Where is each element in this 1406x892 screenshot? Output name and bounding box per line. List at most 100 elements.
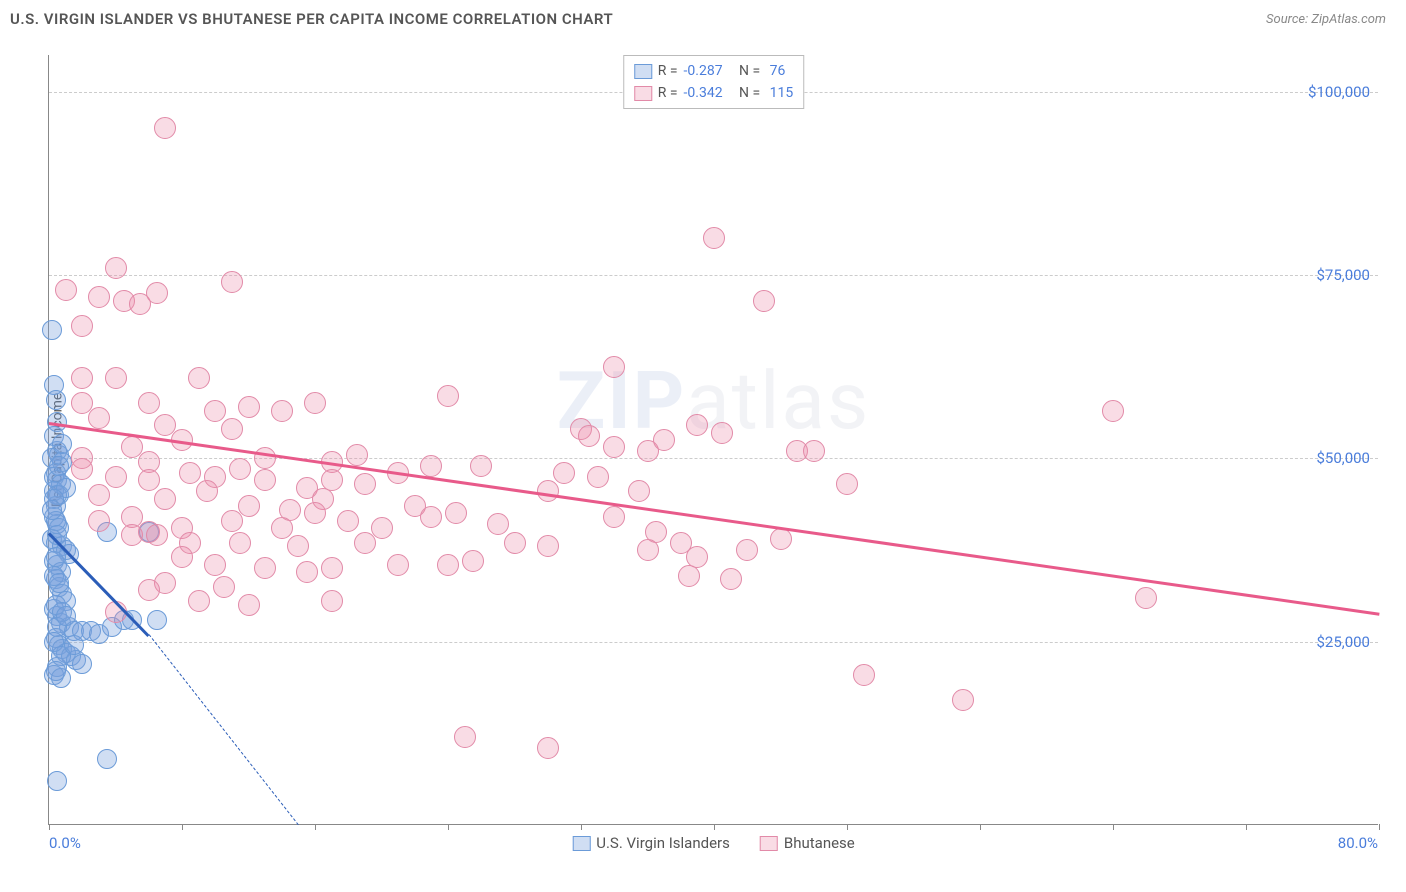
data-point (853, 664, 875, 686)
data-point (71, 367, 93, 389)
data-point (952, 689, 974, 711)
data-point (1102, 400, 1124, 422)
data-point (437, 554, 459, 576)
data-point (221, 418, 243, 440)
data-point (271, 400, 293, 422)
data-point (138, 579, 160, 601)
data-point (88, 484, 110, 506)
x-tick (980, 824, 981, 830)
x-tick (581, 824, 582, 830)
data-point (753, 290, 775, 312)
data-point (653, 429, 675, 451)
data-point (1135, 587, 1157, 609)
data-point (304, 502, 326, 524)
data-point (420, 455, 442, 477)
data-point (587, 466, 609, 488)
data-point (42, 500, 62, 520)
gridline-h (49, 642, 1378, 643)
data-point (88, 407, 110, 429)
data-point (188, 590, 210, 612)
correlation-legend: R = -0.287 N = 76 R = -0.342 N = 115 (623, 55, 804, 109)
legend-swatch (634, 64, 652, 79)
data-point (71, 458, 93, 480)
x-tick (1113, 824, 1114, 830)
data-point (578, 425, 600, 447)
data-point (146, 282, 168, 304)
data-point (42, 320, 62, 340)
data-point (553, 462, 575, 484)
chart-header: U.S. VIRGIN ISLANDER VS BHUTANESE PER CA… (0, 0, 1406, 33)
data-point (49, 456, 69, 476)
data-point (221, 271, 243, 293)
data-point (337, 510, 359, 532)
data-point (603, 506, 625, 528)
data-point (504, 532, 526, 554)
x-tick (1246, 824, 1247, 830)
data-point (55, 279, 77, 301)
legend-row: R = -0.287 N = 76 (634, 60, 793, 82)
data-point (321, 557, 343, 579)
data-point (147, 610, 167, 630)
data-point (188, 367, 210, 389)
data-point (196, 480, 218, 502)
data-point (537, 737, 559, 759)
data-point (171, 546, 193, 568)
data-point (296, 561, 318, 583)
data-point (254, 557, 276, 579)
data-point (46, 547, 66, 567)
legend-item: Bhutanese (760, 834, 855, 852)
data-point (97, 749, 117, 769)
data-point (204, 400, 226, 422)
data-point (179, 462, 201, 484)
data-point (229, 458, 251, 480)
data-point (49, 573, 69, 593)
y-tick-label: $50,000 (1316, 449, 1370, 467)
data-point (354, 532, 376, 554)
trend-line (49, 422, 1379, 615)
x-tick (182, 824, 183, 830)
data-point (47, 771, 67, 791)
gridline-h (49, 458, 1378, 459)
data-point (146, 524, 168, 546)
data-point (72, 654, 92, 674)
legend-label: Bhutanese (784, 834, 855, 852)
data-point (88, 510, 110, 532)
data-point (238, 396, 260, 418)
data-point (462, 550, 484, 572)
data-point (420, 506, 442, 528)
data-point (105, 257, 127, 279)
x-tick-label-left: 0.0% (49, 834, 81, 852)
data-point (803, 440, 825, 462)
data-point (686, 414, 708, 436)
chart-area: Per Capita Income ZIPatlas $25,000$50,00… (10, 45, 1396, 855)
data-point (221, 510, 243, 532)
data-point (238, 594, 260, 616)
legend-label: U.S. Virgin Islanders (596, 834, 730, 852)
data-point (387, 554, 409, 576)
data-point (64, 635, 84, 655)
data-point (204, 554, 226, 576)
data-point (271, 517, 293, 539)
data-point (229, 532, 251, 554)
data-point (537, 480, 559, 502)
data-point (678, 565, 700, 587)
legend-swatch (760, 836, 778, 851)
data-point (711, 422, 733, 444)
data-point (71, 315, 93, 337)
trend-line (148, 635, 298, 826)
data-point (770, 528, 792, 550)
x-tick (1379, 824, 1380, 830)
legend-swatch (634, 86, 652, 101)
x-tick-label-right: 80.0% (1338, 834, 1378, 852)
data-point (138, 469, 160, 491)
data-point (836, 473, 858, 495)
plot-region: ZIPatlas $25,000$50,000$75,000$100,0000.… (48, 55, 1378, 825)
data-point (628, 480, 650, 502)
data-point (346, 444, 368, 466)
data-point (603, 436, 625, 458)
legend-item: U.S. Virgin Islanders (572, 834, 730, 852)
data-point (720, 568, 742, 590)
data-point (138, 392, 160, 414)
data-point (88, 286, 110, 308)
data-point (154, 117, 176, 139)
